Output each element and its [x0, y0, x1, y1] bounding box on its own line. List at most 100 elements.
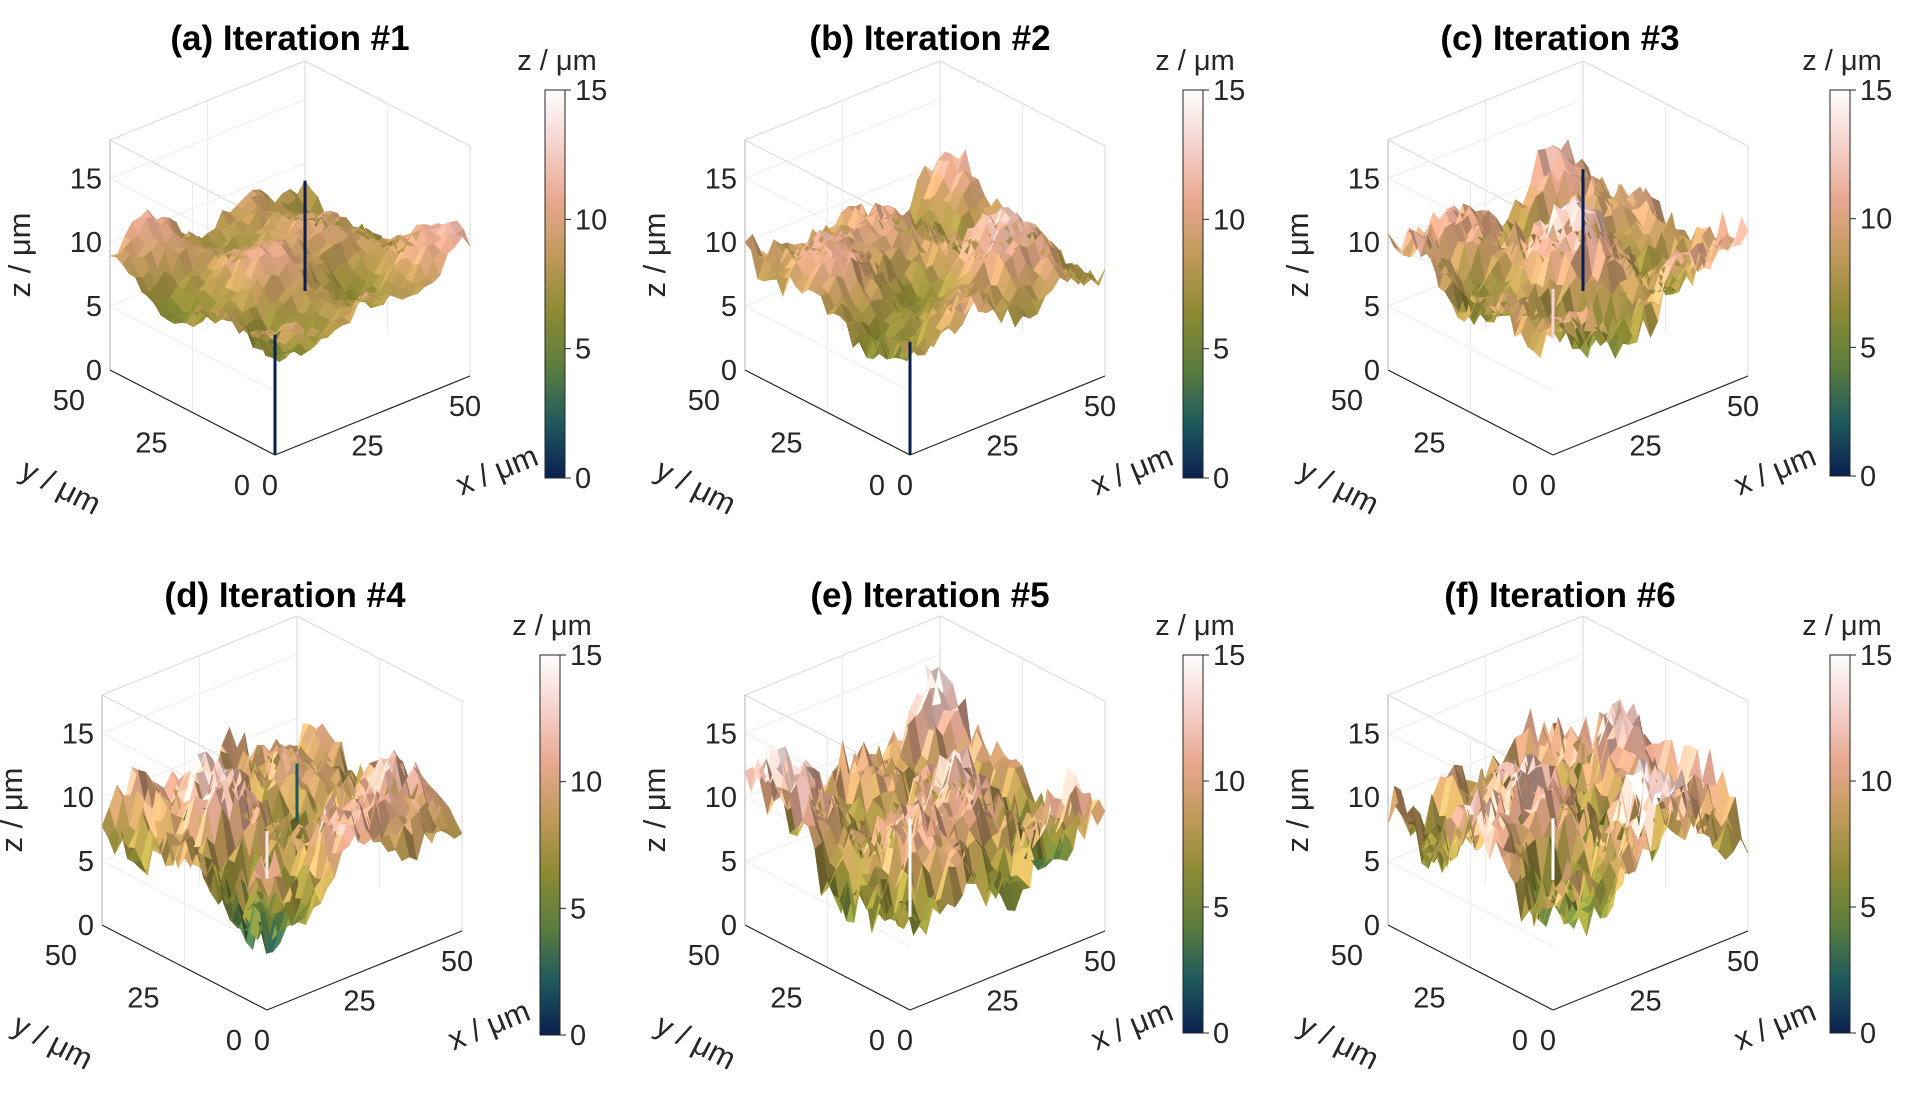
y-tick-label: 0 [1512, 470, 1528, 502]
x-tick-label: 25 [343, 986, 375, 1018]
colorbar-tick-label: 10 [1213, 204, 1245, 236]
z-axis-label: z / μm [2, 212, 37, 297]
surface [101, 723, 463, 954]
colorbar-label: z / μm [1155, 610, 1235, 642]
z-tick-label: 5 [78, 846, 94, 878]
y-tick-label: 25 [770, 428, 802, 460]
panel-title: (e) Iteration #5 [810, 576, 1049, 615]
z-axis-label: z / μm [0, 767, 29, 852]
colorbar-tick-label: 0 [575, 463, 591, 495]
colorbar: 0 5 10 15z / μm [1155, 45, 1245, 495]
x-axis-label: x / μm [443, 993, 535, 1057]
y-tick-label: 50 [688, 940, 720, 972]
z-tick-label: 5 [86, 291, 102, 323]
y-axis-label: y / μm [15, 452, 107, 522]
y-tick-label: 50 [688, 385, 720, 417]
surface-patch [1733, 216, 1749, 245]
z-tick-label: 0 [721, 355, 737, 387]
colorbar-tick-label: 5 [570, 893, 586, 925]
colorbar-tick-label: 15 [575, 75, 607, 107]
z-tick-label: 15 [705, 163, 737, 195]
y-axis-line [109, 369, 276, 456]
x-tick-label: 25 [1629, 986, 1661, 1018]
x-tick-label: 25 [1629, 431, 1661, 463]
y-tick-label: 50 [53, 385, 85, 417]
y-tick-label: 0 [869, 470, 885, 502]
x-axis-label: x / μm [1086, 438, 1178, 502]
z-tick-label: 15 [62, 718, 94, 750]
x-tick-label: 25 [986, 986, 1018, 1018]
z-tick-label: 5 [1364, 846, 1380, 878]
surface [1387, 139, 1749, 360]
y-tick-label: 25 [770, 983, 802, 1015]
y-tick-label: 50 [1331, 385, 1363, 417]
colorbar-tick-label: 15 [570, 640, 602, 672]
panel-title: (d) Iteration #4 [164, 576, 406, 615]
y-axis-line [744, 369, 911, 456]
x-tick-label: 50 [449, 391, 481, 423]
z-tick-label: 0 [721, 910, 737, 942]
y-axis-label: y / μm [650, 1007, 742, 1077]
colorbar-tick-label: 15 [1213, 640, 1245, 672]
colorbar-bar [1829, 89, 1851, 477]
colorbar-label: z / μm [1155, 45, 1235, 77]
x-tick-label: 50 [1084, 946, 1116, 978]
x-tick-label: 0 [897, 1025, 913, 1057]
z-tick-label: 15 [1348, 163, 1380, 195]
colorbar-tick-label: 10 [570, 767, 602, 799]
z-tick-label: 0 [78, 910, 94, 942]
x-axis-line [274, 375, 471, 456]
x-tick-label: 50 [1084, 391, 1116, 423]
x-tick-label: 0 [262, 470, 278, 502]
z-tick-label: 15 [705, 718, 737, 750]
x-axis-label: x / μm [451, 438, 543, 502]
back-wall-line [939, 60, 1106, 376]
x-tick-label: 0 [1540, 470, 1556, 502]
y-tick-label: 25 [127, 983, 159, 1015]
surface-patch [1702, 749, 1717, 787]
colorbar-bar [544, 89, 566, 479]
colorbar: 0 5 10 15z / μm [1802, 45, 1892, 493]
y-axis-label: y / μm [650, 452, 742, 522]
panel-title: (b) Iteration #2 [809, 19, 1050, 58]
z-tick-label: 5 [721, 846, 737, 878]
z-tick-label: 10 [1348, 227, 1380, 259]
y-axis-label: y / μm [7, 1007, 99, 1077]
y-tick-label: 0 [869, 1025, 885, 1057]
surface [744, 149, 1106, 455]
x-tick-label: 50 [1727, 391, 1759, 423]
x-tick-label: 0 [1540, 1025, 1556, 1057]
colorbar: 0 5 10 15z / μm [1802, 610, 1892, 1050]
x-axis-label: x / μm [1729, 993, 1821, 1057]
colorbar-tick-label: 15 [1860, 75, 1892, 107]
z-axis-label: z / μm [637, 212, 672, 297]
x-tick-label: 25 [986, 431, 1018, 463]
colorbar-tick-label: 0 [1860, 461, 1876, 493]
surface [744, 663, 1106, 936]
y-axis-label: y / μm [1293, 452, 1385, 522]
colorbar-tick-label: 5 [1213, 334, 1229, 366]
x-tick-label: 50 [1727, 946, 1759, 978]
z-tick-label: 15 [1348, 718, 1380, 750]
x-axis-line [909, 375, 1106, 456]
axes-lines [109, 140, 471, 456]
colorbar-tick-label: 5 [1860, 332, 1876, 364]
z-tick-label: 5 [1364, 291, 1380, 323]
colorbar-label: z / μm [517, 45, 597, 77]
z-tick-label: 10 [705, 782, 737, 814]
x-tick-label: 0 [254, 1025, 270, 1057]
colorbar-tick-label: 0 [1213, 463, 1229, 495]
back-wall-line [304, 60, 471, 376]
y-tick-label: 25 [135, 428, 167, 460]
colorbar-bar [539, 654, 561, 1036]
z-tick-label: 0 [86, 355, 102, 387]
colorbar-bar [1182, 89, 1204, 479]
z-axis-label: z / μm [637, 767, 672, 852]
colorbar-label: z / μm [1802, 45, 1882, 77]
z-tick-label: 10 [705, 227, 737, 259]
z-tick-label: 10 [62, 782, 94, 814]
